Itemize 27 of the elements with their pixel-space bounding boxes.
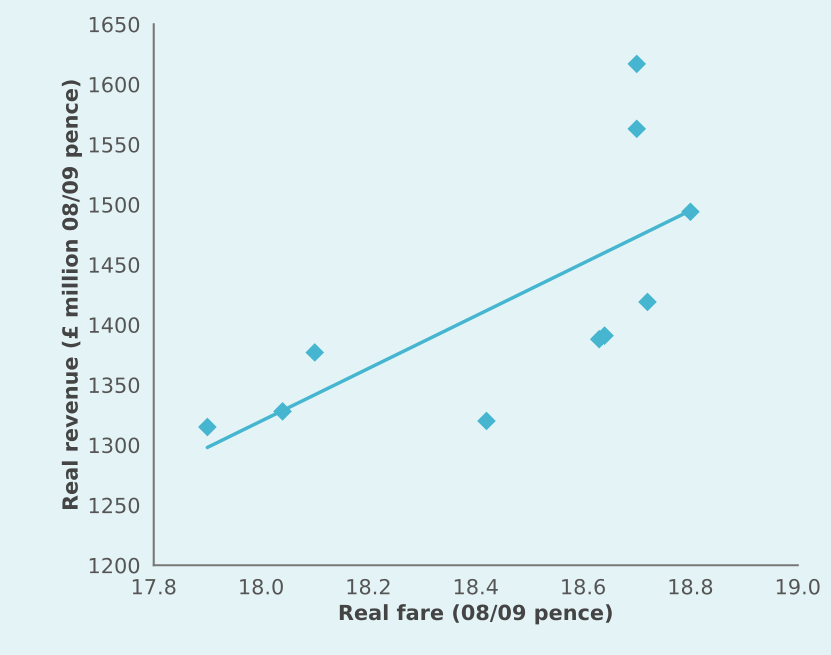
x-tick-label: 18.6 [562, 578, 605, 595]
x-tick-label: 18.2 [348, 578, 390, 595]
y-axis-title: Real revenue (£ million 08/09 pence) [62, 80, 82, 510]
y-tick-label: 1550 [90, 136, 140, 153]
x-axis-title: Real fare (08/09 pence) [340, 604, 612, 624]
point [627, 120, 646, 138]
y-tick-label: 1200 [90, 558, 140, 574]
y-tick-label: 1350 [90, 377, 140, 394]
y-tick-label: 1650 [90, 16, 140, 32]
point [681, 202, 700, 222]
x-tick-label: 17.8 [132, 578, 176, 595]
x-tick-label: 18.8 [670, 578, 712, 595]
y-tick-label: 1400 [90, 317, 140, 334]
y-tick-label: 1600 [90, 76, 140, 93]
x-tick-label: 18.0 [240, 578, 283, 595]
y-tick-label: 1250 [90, 498, 140, 514]
x-tick-label: 19.0 [776, 578, 820, 595]
point [198, 418, 217, 436]
y-tick-label: 1500 [90, 197, 140, 213]
point [305, 343, 324, 362]
point [273, 402, 292, 421]
point [638, 292, 657, 312]
y-tick-label: 1450 [90, 257, 140, 273]
y-tick-label: 1300 [90, 437, 140, 454]
point [477, 412, 496, 430]
point [627, 54, 646, 74]
x-tick-label: 18.4 [454, 578, 498, 595]
